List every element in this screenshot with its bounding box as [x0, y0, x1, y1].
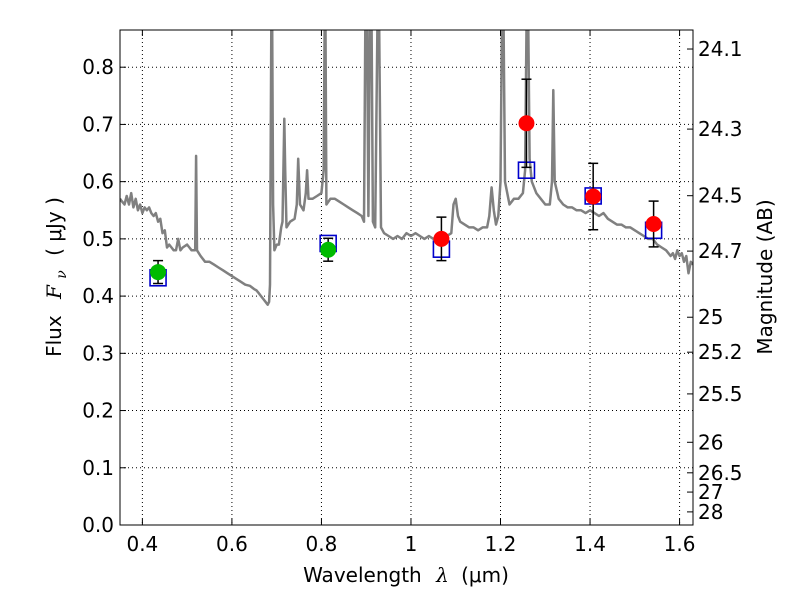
- plot-frame: [119, 29, 694, 526]
- right-axis-label: Magnitude (AB): [753, 199, 777, 354]
- right-tick-label: 25.5: [698, 382, 743, 406]
- y-tick-label: 0.1: [82, 456, 114, 480]
- x-tick-label: 1: [405, 532, 418, 556]
- right-tick-label: 24.5: [698, 184, 743, 208]
- observed-point: [585, 188, 602, 205]
- observed-point: [433, 230, 450, 247]
- y-tick-label: 0.0: [82, 513, 114, 537]
- y-tick-label: 0.3: [82, 341, 114, 365]
- y-axis-label-unit: ( μJy ): [42, 197, 66, 256]
- x-axis-label: Wavelength λ (μm): [303, 563, 509, 587]
- right-tick-label: 24.3: [698, 117, 743, 141]
- y-axis-label-subscript: ν: [54, 270, 70, 279]
- right-tick-label: 25: [698, 305, 723, 329]
- right-tick-label: 26.5: [698, 461, 743, 485]
- plot-background: [120, 30, 693, 525]
- error-bars: [153, 78, 659, 285]
- y-tick-label: 0.5: [82, 227, 114, 251]
- x-tick-labels: 0.4 0.6 0.8 1 1.2 1.4 1.6: [126, 532, 695, 556]
- x-tick-label: 1.6: [664, 532, 696, 556]
- x-tick-label: 1.2: [485, 532, 517, 556]
- y-axis-label-prefix: Flux: [42, 315, 66, 357]
- right-tick-label: 26: [698, 430, 723, 454]
- x-tick-label: 0.8: [306, 532, 338, 556]
- observed-point: [645, 215, 662, 232]
- y-tick-label: 0.7: [82, 112, 114, 136]
- y-tick-label: 0.8: [82, 55, 114, 79]
- spectrum-line: [120, 30, 693, 306]
- y-tick-label: 0.6: [82, 170, 114, 194]
- y-tick-labels: 0.0 0.1 0.2 0.3 0.4 0.5 0.6 0.7 0.8: [82, 55, 114, 537]
- right-tick-label: 24.7: [698, 239, 743, 263]
- x-axis-label-unit: (μm): [461, 563, 509, 587]
- x-axis-label-prefix: Wavelength: [303, 563, 422, 587]
- right-tick-label: 27: [698, 480, 723, 504]
- right-tick-label: 25.2: [698, 340, 743, 364]
- observed-points: [150, 115, 662, 281]
- observed-point: [150, 264, 167, 281]
- observed-point: [518, 115, 535, 132]
- right-tick-label: 24.1: [698, 37, 743, 61]
- grid-lines: [120, 30, 693, 526]
- right-tick-label: 28: [698, 500, 723, 524]
- x-axis-label-symbol: λ: [435, 563, 449, 587]
- y-tick-label: 0.2: [82, 399, 114, 423]
- y-axis-label-symbol: F: [42, 284, 66, 300]
- observed-point: [320, 241, 337, 258]
- x-tick-label: 0.6: [216, 532, 248, 556]
- x-tick-label: 0.4: [126, 532, 158, 556]
- spectrum-series: [120, 30, 693, 306]
- axis-ticks: [120, 30, 693, 526]
- x-tick-label: 1.4: [574, 532, 606, 556]
- y-tick-label: 0.4: [82, 284, 114, 308]
- y-axis-label: Flux F ν ( μJy ): [42, 197, 71, 357]
